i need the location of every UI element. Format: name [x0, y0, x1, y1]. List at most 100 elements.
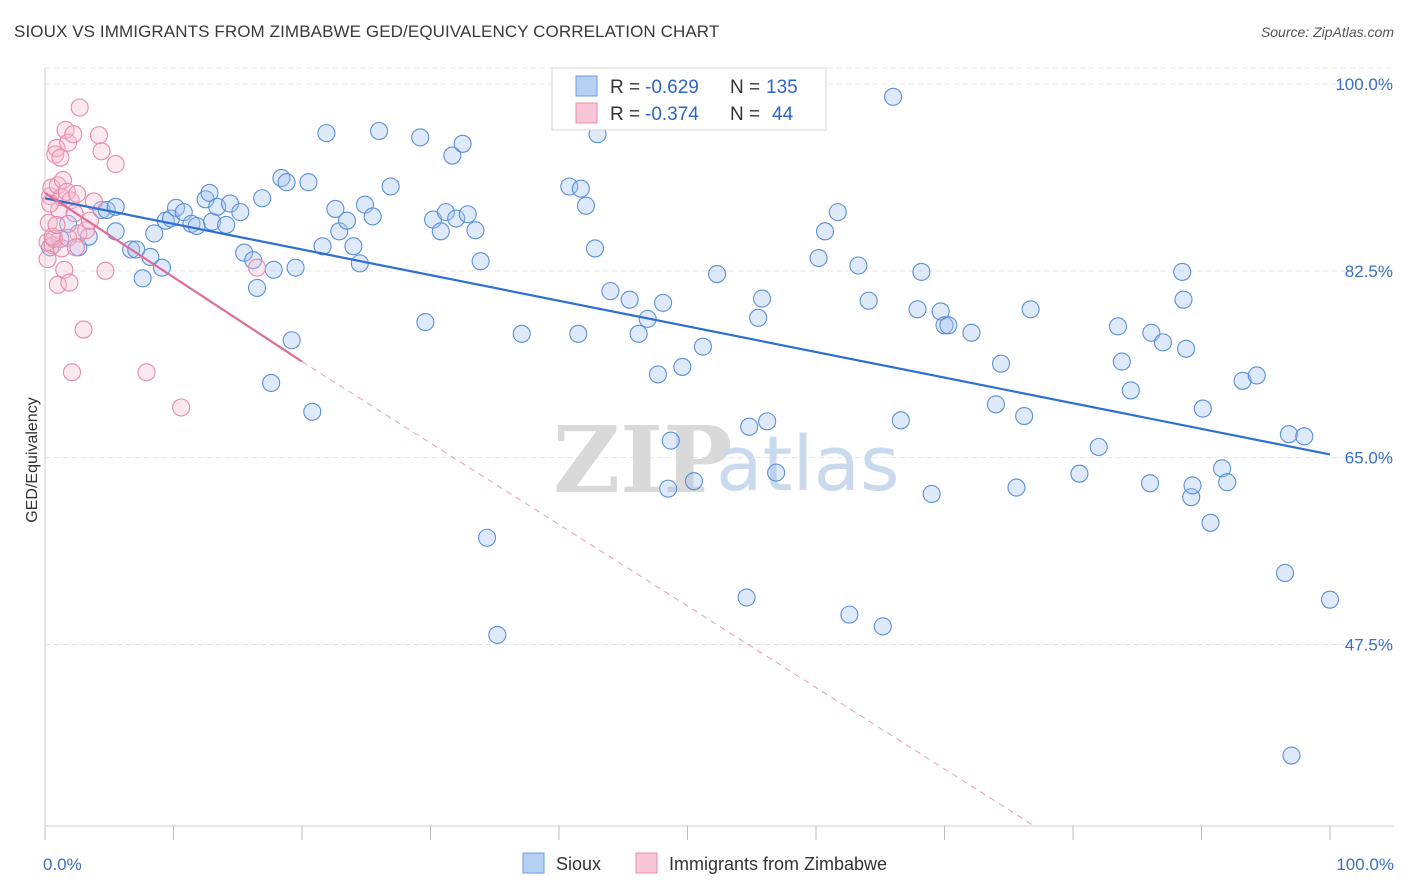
series-legend: Sioux Immigrants from Zimbabwe [522, 852, 887, 874]
sioux-point [217, 215, 236, 234]
sioux-point [840, 605, 859, 624]
zimbabwe-point [59, 133, 78, 152]
zimbabwe-trend-extension [301, 361, 1035, 827]
sioux-point [684, 472, 703, 491]
gridlines [45, 67, 1394, 646]
chart-title: SIOUX VS IMMIGRANTS FROM ZIMBABWE GED/EQ… [14, 22, 720, 41]
sioux-point [828, 203, 847, 222]
sioux-trend-line [44, 197, 1331, 456]
legend-r-value-sioux: -0.629 [645, 77, 699, 98]
sioux-point [1282, 746, 1301, 765]
sioux-point [303, 402, 322, 421]
legend-swatch-zimbabwe [575, 102, 598, 124]
sioux-point [145, 224, 164, 243]
legend-r-value-zimbabwe: -0.374 [645, 104, 699, 125]
sioux-point [859, 291, 878, 310]
sioux-point [231, 203, 250, 222]
watermark-atlas: atlas [716, 419, 900, 508]
legend-r-label-sioux: R = [610, 77, 640, 98]
zimbabwe-point [62, 363, 82, 382]
sioux-point [1007, 478, 1026, 497]
sioux-point [1174, 290, 1193, 309]
sioux-point [133, 269, 152, 288]
sioux-point [673, 357, 692, 376]
sioux-point [447, 209, 466, 228]
series-legend-label-zimbabwe: Immigrants from Zimbabwe [669, 854, 887, 874]
zimbabwe-point [77, 221, 96, 240]
sioux-point [873, 617, 892, 636]
watermark: ZIP atlas [553, 406, 900, 514]
sioux-point [1142, 323, 1161, 342]
zimbabwe-point [41, 194, 60, 213]
sioux-point [931, 302, 950, 321]
zimbabwe-point [64, 125, 83, 144]
sioux-point [935, 316, 954, 335]
sioux-point [381, 177, 400, 196]
sioux-point [106, 222, 125, 241]
zimbabwe-point [137, 363, 156, 382]
sioux-point [411, 128, 430, 147]
sioux-point [436, 203, 455, 222]
sioux-point [247, 278, 267, 297]
sioux-point [127, 240, 146, 259]
sioux-point [884, 87, 903, 106]
y-tick-labels: 100.0% 82.5% 65.0% 47.5% [1335, 75, 1393, 654]
sioux-point [815, 222, 835, 241]
series-legend-swatch-sioux [522, 852, 545, 874]
y-tick-label: 82.5% [1345, 262, 1393, 281]
x-tick-label: 0.0% [43, 855, 82, 874]
sioux-point [571, 179, 590, 198]
sioux-point [264, 260, 283, 279]
sioux-points [41, 87, 1340, 765]
legend-swatch-sioux [575, 75, 598, 97]
sioux-point [758, 412, 777, 431]
sioux-point [708, 264, 727, 284]
zimbabwe-trend-line [44, 191, 303, 363]
sioux-point [1218, 473, 1237, 492]
sioux-point [1108, 317, 1128, 336]
x-tick-label: 100.0% [1336, 855, 1394, 874]
sioux-point [471, 252, 490, 271]
sioux-point [1201, 513, 1220, 532]
zimbabwe-point [74, 320, 93, 339]
legend-n-label-zimbabwe: N = [730, 104, 760, 125]
zimbabwe-point [48, 176, 67, 195]
sioux-point [1089, 437, 1108, 457]
sioux-point [569, 324, 588, 343]
sioux-point [1275, 563, 1295, 583]
sioux-point [849, 256, 868, 275]
sioux-point [1070, 464, 1089, 483]
sioux-point [337, 211, 357, 230]
zimbabwe-point [68, 184, 87, 204]
sioux-point [908, 300, 927, 319]
sioux-point [962, 323, 981, 342]
sioux-point [912, 262, 931, 281]
sioux-point [313, 237, 332, 256]
zimbabwe-point [60, 273, 79, 292]
zimbabwe-point [52, 239, 71, 258]
sioux-point [253, 189, 272, 208]
sioux-point [277, 173, 296, 192]
sioux-point [1279, 425, 1298, 444]
sioux-point [187, 216, 206, 236]
zimbabwe-point [59, 228, 78, 247]
sioux-point [262, 373, 281, 392]
zimbabwe-point [46, 145, 65, 164]
sioux-point [1177, 339, 1196, 358]
zimbabwe-point [70, 98, 89, 117]
sioux-point [661, 431, 680, 450]
sioux-point [350, 254, 369, 273]
legend-r-label-zimbabwe: R = [610, 104, 640, 125]
trend-lines [44, 191, 1331, 827]
watermark-zip: ZIP [553, 406, 732, 514]
sioux-point [1021, 300, 1040, 319]
sioux-point [1213, 459, 1232, 478]
source-credit: Source: ZipAtlas.com [1260, 24, 1394, 40]
zimbabwe-point [89, 126, 109, 145]
sioux-point [1173, 262, 1192, 281]
zimbabwe-point [172, 398, 191, 417]
sioux-point [286, 258, 305, 277]
y-tick-label: 65.0% [1345, 449, 1393, 468]
sioux-point [693, 337, 712, 356]
